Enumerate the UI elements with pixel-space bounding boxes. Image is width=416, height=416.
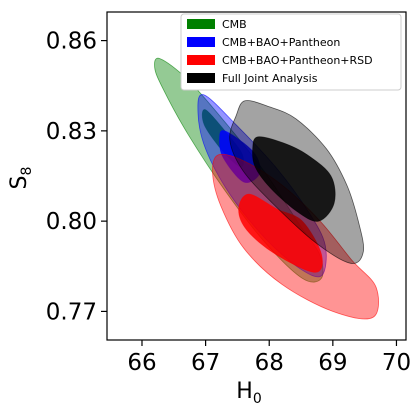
- y-tick-label: 0.86: [46, 29, 97, 55]
- contour-full-joint-analysis-68: [252, 136, 336, 222]
- legend-swatch-cmb-bao-pantheon-rsd: [187, 55, 215, 65]
- legend-label-cmb: CMB: [222, 18, 247, 31]
- y-axis-label-sub: 8: [19, 167, 35, 176]
- legend-swatch-full-joint-analysis: [187, 73, 215, 83]
- legend-label-cmb-bao-pantheon: CMB+BAO+Pantheon: [222, 36, 340, 49]
- legend-label-full-joint-analysis: Full Joint Analysis: [222, 72, 318, 85]
- contour-group: [154, 57, 379, 320]
- y-tick-label: 0.77: [46, 299, 97, 325]
- plot-frame: [106, 11, 407, 341]
- x-tick-label: 67: [191, 350, 220, 376]
- legend-swatch-cmb: [187, 19, 215, 29]
- x-tick-label: 66: [127, 350, 156, 376]
- x-tick-label: 68: [255, 350, 284, 376]
- y-axis-label-main: S: [7, 175, 32, 189]
- x-axis-label-sub: 0: [253, 391, 262, 407]
- x-axis: 66 67 68 69 70: [127, 340, 411, 376]
- contour-cmb-bao-pantheon-rsd-68: [238, 193, 323, 273]
- legend-swatch-cmb-bao-pantheon: [187, 37, 215, 47]
- x-tick-label: 69: [318, 350, 347, 376]
- x-tick-label: 70: [382, 350, 411, 376]
- legend-box: [180, 13, 402, 91]
- legend-label-cmb-bao-pantheon-rsd: CMB+BAO+Pantheon+RSD: [222, 54, 373, 67]
- x-axis-label: H0: [236, 379, 261, 407]
- y-tick-label: 0.83: [46, 119, 97, 145]
- y-tick-label: 0.80: [46, 209, 97, 235]
- y-axis: 0.77 0.80 0.83 0.86: [46, 29, 107, 325]
- y-axis-label: S8: [7, 167, 35, 190]
- legend: CMB CMB+BAO+Pantheon CMB+BAO+Pantheon+RSD F…: [180, 13, 402, 91]
- x-axis-label-main: H: [236, 379, 253, 404]
